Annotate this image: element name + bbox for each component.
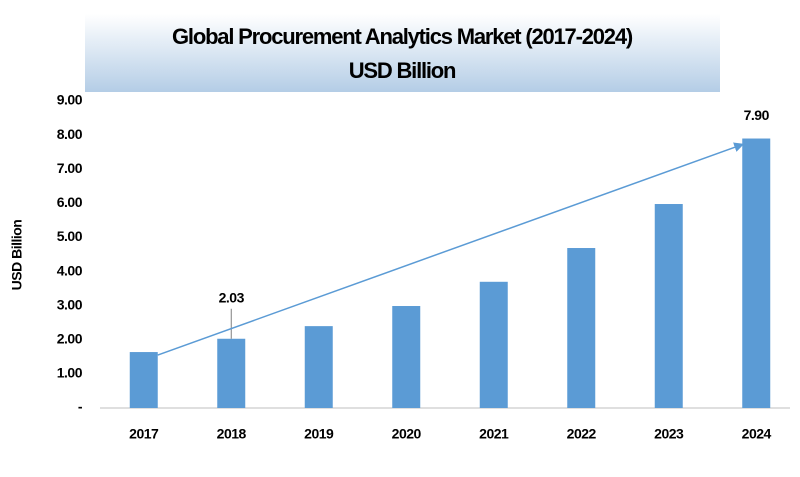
y-tick-label: 4.00 [57, 262, 83, 278]
bar [129, 352, 158, 408]
y-tick-label: 6.00 [57, 194, 83, 210]
trend-arrow [157, 142, 745, 356]
y-tick-label: 8.00 [57, 126, 83, 142]
x-tick-label: 2019 [304, 426, 334, 442]
bar [479, 281, 508, 408]
x-tick-label: 2017 [129, 426, 159, 442]
bar [654, 204, 683, 408]
x-tick-label: 2024 [742, 426, 772, 442]
y-tick-label: 3.00 [57, 296, 83, 312]
y-tick-label: 5.00 [57, 228, 83, 244]
x-tick-label: 2021 [479, 426, 509, 442]
bar [742, 138, 771, 408]
value-label: 2.03 [219, 289, 245, 305]
x-tick-label: 2022 [567, 426, 597, 442]
bar [304, 326, 333, 408]
title-background [85, 14, 720, 92]
bar [217, 338, 246, 408]
bar [392, 306, 421, 408]
y-tick-label: 2.00 [57, 330, 83, 346]
chart-subtitle: USD Billion [349, 58, 456, 83]
y-axis-title: USD Billion [9, 220, 25, 291]
x-tick-label: 2023 [654, 426, 684, 442]
x-tick-label: 2018 [217, 426, 247, 442]
x-tick-label: 2020 [392, 426, 422, 442]
y-tick-label: 1.00 [57, 365, 83, 381]
y-tick-label: 7.00 [57, 160, 83, 176]
y-tick-label: - [78, 399, 83, 415]
y-tick-label: 9.00 [57, 92, 83, 108]
bar [567, 248, 596, 408]
chart-title: Global Procurement Analytics Market (201… [172, 24, 633, 49]
value-label: 7.90 [744, 107, 770, 123]
